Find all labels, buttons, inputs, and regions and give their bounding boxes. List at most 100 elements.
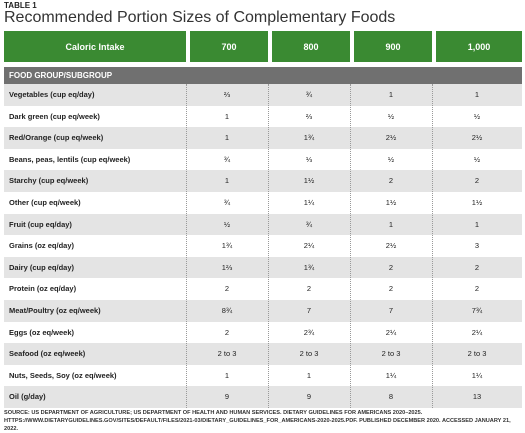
table-cell: 8: [388, 392, 394, 402]
table-title: Recommended Portion Sizes of Complementa…: [4, 9, 396, 26]
table-cell: 1: [224, 111, 230, 121]
table-cell: 1¼: [471, 370, 483, 380]
table-cell: 1½: [303, 176, 315, 186]
table-row: Red/Orange (cup eq/week) 1 1¾ 2½ 2½: [4, 127, 522, 149]
column-header: 1,000: [436, 31, 522, 62]
table-cell: 8¾: [221, 306, 233, 315]
table-row: Seafood (oz eq/week) 2 to 3 2 to 3 2 to 3 2 …: [4, 343, 522, 365]
table-cell: ⅔: [305, 111, 313, 121]
row-label: Other (cup eq/week): [9, 198, 81, 207]
table-cell: 1¼: [303, 198, 315, 207]
table-cell: 2: [474, 176, 480, 186]
table-cell: 13: [472, 392, 482, 402]
table-cell: 9: [306, 392, 312, 402]
table-row: Grains (oz eq/day) 1¾ 2¼ 2½ 3: [4, 235, 522, 257]
table-cell: 2: [224, 284, 230, 294]
table-cell: ¾: [305, 219, 313, 229]
table-cell: 1¼: [385, 370, 397, 380]
table-row: Meat/Poultry (oz eq/week) 8¾ 7 7 7¾: [4, 300, 522, 322]
table-cell: ½: [387, 154, 395, 164]
table-cell: ¾: [223, 154, 231, 164]
table-cell: ½: [473, 111, 481, 121]
table-row: Fruit (cup eq/day) ½ ¾ 1 1: [4, 213, 522, 236]
table-cell: 2½: [471, 133, 483, 143]
table-cell: 2: [474, 262, 480, 272]
row-label: Fruit (cup eq/day): [9, 219, 72, 229]
row-label: Meat/Poultry (oz eq/week): [9, 306, 101, 315]
source-note: SOURCE: US DEPARTMENT OF AGRICULTURE; US…: [4, 410, 511, 432]
table-cell: 2¼: [385, 327, 397, 337]
table-cell: 2: [306, 284, 312, 294]
table-row: Oil (g/day) 9 9 8 13: [4, 386, 522, 408]
row-label: Oil (g/day): [9, 392, 46, 402]
table-row: Beans, peas, lentils (cup eq/week) ¾ ⅓ ½ ½: [4, 149, 522, 171]
table-cell: 1: [224, 133, 230, 143]
row-label: Dark green (cup eq/week): [9, 111, 100, 121]
table-cell: ⅔: [223, 90, 231, 99]
row-label: Dairy (cup eq/day): [9, 262, 75, 272]
table-cell: 1: [306, 370, 312, 380]
table-cell: 2½: [385, 133, 397, 143]
table-cell: 1¾: [303, 133, 315, 143]
row-label: Seafood (oz eq/week): [9, 349, 86, 359]
table-cell: 2¼: [471, 327, 483, 337]
table-cell: 2: [388, 262, 394, 272]
table-cell: 2 to 3: [299, 349, 319, 359]
row-label: Starchy (cup eq/week): [9, 176, 89, 186]
table-cell: ½: [387, 111, 395, 121]
table-cell: 2: [224, 327, 230, 337]
column-divider: [268, 84, 269, 408]
table-row: Other (cup eq/week) ¾ 1¼ 1½ 1½: [4, 192, 522, 214]
table-row: Dark green (cup eq/week) 1 ⅔ ½ ½: [4, 106, 522, 128]
table-cell: 2½: [385, 241, 397, 251]
row-label: Eggs (oz eq/week): [9, 327, 75, 337]
table-cell: 1½: [471, 198, 483, 207]
column-header: 700: [190, 31, 268, 62]
table-row: Starchy (cup eq/week) 1 1½ 2 2: [4, 170, 522, 192]
table-cell: 2: [388, 176, 394, 186]
table-cell: 2¾: [303, 327, 315, 337]
column-divider: [186, 84, 187, 408]
table-cell: 2 to 3: [217, 349, 237, 359]
row-label: Protein (oz eq/day): [9, 284, 77, 294]
row-label: Red/Orange (cup eq/week): [9, 133, 104, 143]
table-row: Dairy (cup eq/day) 1⅔ 1¾ 2 2: [4, 256, 522, 279]
column-header: 800: [272, 31, 350, 62]
table-cell: 9: [224, 392, 230, 402]
row-label: Beans, peas, lentils (cup eq/week): [9, 154, 131, 164]
table-label: TABLE 1: [4, 1, 37, 10]
column-header: Caloric Intake: [4, 31, 186, 62]
table-cell: 1¾: [303, 262, 315, 272]
row-label: Vegetables (cup eq/day): [9, 90, 95, 99]
column-divider: [432, 84, 433, 408]
table-cell: 2: [388, 284, 394, 294]
table-cell: 7: [388, 306, 394, 315]
column-header: 900: [354, 31, 432, 62]
table-cell: 1: [388, 219, 394, 229]
table-cell: 2 to 3: [381, 349, 401, 359]
table-cell: 1½: [385, 198, 397, 207]
table-cell: 7¾: [471, 306, 483, 315]
table-row: Vegetables (cup eq/day) ⅔ ¾ 1 1: [4, 84, 522, 106]
section-header: FOOD GROUP/SUBGROUP: [4, 67, 522, 84]
table-cell: 2 to 3: [467, 349, 487, 359]
table-cell: 1: [224, 370, 230, 380]
table-row: Protein (oz eq/day) 2 2 2 2: [4, 278, 522, 300]
header-row: Caloric Intake 700 800 900 1,000: [4, 31, 522, 62]
table-cell: 1: [224, 176, 230, 186]
table-cell: 3: [474, 241, 480, 251]
table-cell: 1: [474, 219, 480, 229]
table-cell: ¾: [305, 90, 313, 99]
table-row: Eggs (oz eq/week) 2 2¾ 2¼ 2¼: [4, 322, 522, 344]
table-cell: 2: [474, 284, 480, 294]
table-cell: 1: [388, 90, 394, 99]
table-cell: 7: [306, 306, 312, 315]
row-label: Grains (oz eq/day): [9, 241, 75, 251]
table-cell: ¾: [223, 198, 231, 207]
table-cell: ½: [223, 219, 231, 229]
table-row: Nuts, Seeds, Soy (oz eq/week) 1 1 1¼ 1¼: [4, 365, 522, 387]
table-cell: ½: [473, 154, 481, 164]
table-cell: ⅓: [305, 154, 313, 164]
table-cell: 2¼: [303, 241, 315, 251]
